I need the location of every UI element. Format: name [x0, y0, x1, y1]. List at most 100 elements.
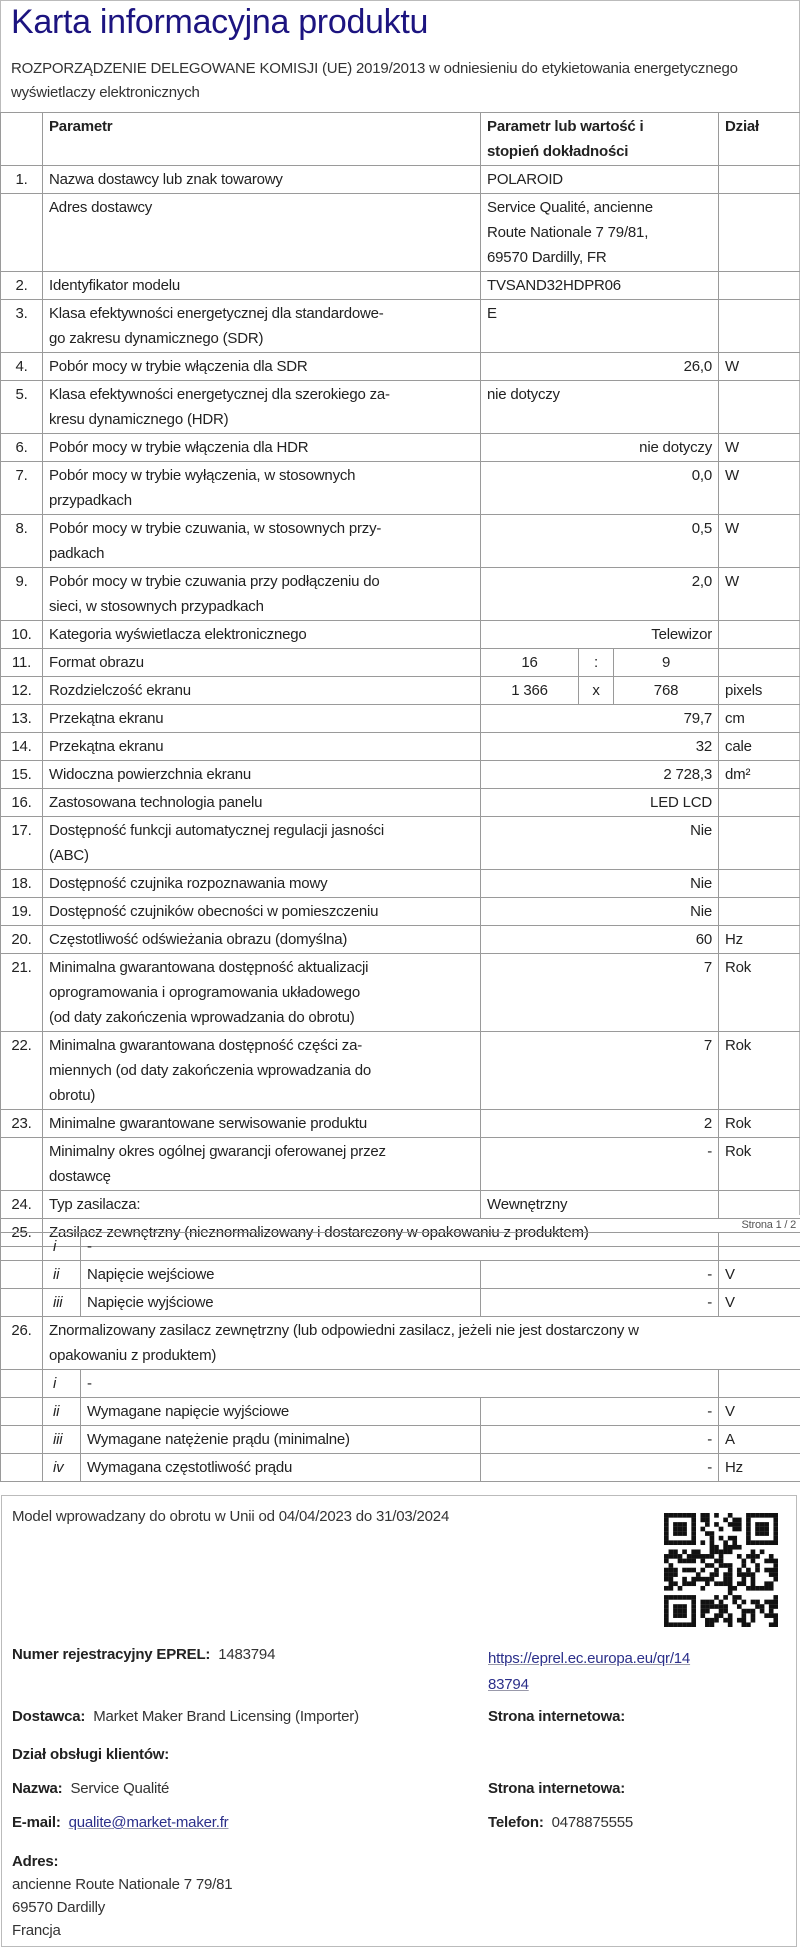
table-row: 22. Minimalna gwarantowana dostępność czę… — [0, 1031, 800, 1110]
qr-module — [664, 1535, 669, 1541]
eprel-link-line1[interactable]: https://eprel.ec.europa.eu/qr/14 — [488, 1650, 691, 1667]
qr-module — [682, 1526, 687, 1532]
qr-module — [705, 1617, 710, 1623]
qr-module — [705, 1531, 710, 1536]
qr-module — [677, 1604, 683, 1609]
qr-module — [773, 1535, 778, 1541]
qr-module — [746, 1540, 751, 1546]
qr-module — [773, 1599, 778, 1605]
qr-module — [664, 1613, 669, 1618]
qr-module — [746, 1622, 751, 1627]
customer-service: Dział obsługi klientów: — [12, 1746, 177, 1763]
row-number — [0, 1425, 43, 1454]
qr-module — [700, 1599, 706, 1605]
row-unit: W — [718, 461, 800, 515]
row-parameter: Klasa efektywności energetycznej dla sze… — [41, 380, 482, 434]
row-parameter: Minimalny okres ogólnej gwarancji oferow… — [41, 1137, 482, 1191]
qr-module — [741, 1617, 747, 1623]
qr-module — [691, 1558, 697, 1564]
qr-module — [709, 1531, 715, 1536]
row-subindex: ii — [42, 1397, 81, 1426]
qr-module — [700, 1540, 706, 1546]
qr-module — [664, 1572, 669, 1577]
qr-module — [764, 1567, 769, 1573]
table-row: 17. Dostępność funkcji automatycznej regu… — [0, 816, 800, 870]
supplier-info-box: Model wprowadzany do obrotu w Unii od 04… — [1, 1495, 797, 1947]
qr-module — [677, 1595, 683, 1600]
qr-module — [714, 1549, 719, 1555]
qr-module — [700, 1608, 706, 1614]
qr-module — [759, 1531, 765, 1536]
qr-module — [673, 1540, 678, 1546]
qr-module — [768, 1554, 774, 1559]
qr-module — [773, 1526, 778, 1532]
qr-module — [682, 1540, 687, 1546]
qr-module — [732, 1522, 738, 1527]
table-row: 11. Format obrazu 16:9 — [0, 648, 800, 677]
qr-code-icon[interactable] — [664, 1513, 778, 1627]
qr-module — [691, 1517, 697, 1523]
row-parameter: Kategoria wyświetlacza elektronicznego — [41, 620, 482, 649]
qr-module — [705, 1522, 710, 1527]
qr-module — [664, 1526, 669, 1532]
email-link[interactable]: qualite@market-maker.fr — [68, 1814, 229, 1831]
row-unit — [718, 1369, 800, 1398]
row-parameter: Wymagane natężenie prądu (minimalne) — [80, 1425, 481, 1454]
qr-module — [773, 1613, 778, 1618]
row-parameter: Adres dostawcy — [41, 193, 482, 272]
row-value: - — [479, 1425, 720, 1454]
row-parameter: Częstotliwość odświeżania obrazu (domyśl… — [41, 925, 482, 954]
qr-module — [691, 1622, 697, 1627]
row-parameter: Minimalna gwarantowana dostępność aktual… — [41, 953, 482, 1032]
qr-module — [718, 1526, 724, 1532]
qr-module — [759, 1608, 765, 1614]
row-parameter: Dostępność funkcji automatycznej regulac… — [41, 816, 482, 870]
qr-module — [746, 1526, 751, 1532]
row-value: Nie — [480, 816, 720, 870]
table-row: 15. Widoczna powierzchnia ekranu 2 728,3 dm… — [0, 760, 800, 789]
eprel-link[interactable]: https://eprel.ec.europa.eu/qr/14 83794 — [488, 1646, 690, 1698]
qr-module — [677, 1554, 683, 1559]
qr-module — [664, 1595, 669, 1600]
qr-module — [768, 1622, 774, 1627]
row-number: 2. — [0, 271, 43, 300]
qr-module — [755, 1522, 760, 1527]
header-unit: Dział — [718, 112, 800, 166]
row-parameter: Identyfikator modelu — [41, 271, 482, 300]
qr-module — [736, 1526, 742, 1532]
qr-module — [746, 1567, 751, 1573]
row-value-2: 768 — [613, 676, 720, 705]
row-parameter: Napięcie wejściowe — [80, 1260, 481, 1289]
header-param: Parametr — [41, 112, 482, 166]
eprel-link-line2[interactable]: 83794 — [488, 1676, 529, 1693]
row-unit — [718, 1232, 800, 1261]
row-subindex: iii — [42, 1425, 81, 1454]
qr-module — [755, 1585, 760, 1591]
row-unit — [718, 193, 800, 272]
row-unit: W — [718, 567, 800, 621]
qr-module — [668, 1554, 674, 1559]
row-value-separator: x — [578, 676, 615, 705]
qr-module — [718, 1613, 724, 1618]
table-row: ii Napięcie wejściowe - V — [0, 1260, 800, 1289]
qr-module — [677, 1531, 683, 1536]
row-number — [0, 1260, 43, 1289]
qr-module — [773, 1595, 778, 1600]
qr-module — [732, 1595, 738, 1600]
qr-module — [773, 1576, 778, 1582]
qr-module — [714, 1558, 719, 1564]
qr-module — [673, 1581, 678, 1587]
qr-module — [750, 1581, 756, 1587]
qr-module — [709, 1535, 715, 1541]
website-1: Strona internetowa: — [488, 1708, 633, 1725]
row-value: 2 — [480, 1109, 720, 1138]
qr-module — [741, 1558, 747, 1564]
qr-module — [746, 1572, 751, 1577]
table-row: 20. Częstotliwość odświeżania obrazu (dom… — [0, 925, 800, 954]
qr-module — [750, 1585, 756, 1591]
email: E-mail: qualite@market-maker.fr — [12, 1814, 229, 1831]
qr-module — [677, 1622, 683, 1627]
qr-module — [741, 1572, 747, 1577]
qr-module — [714, 1581, 719, 1587]
qr-module — [677, 1526, 683, 1532]
